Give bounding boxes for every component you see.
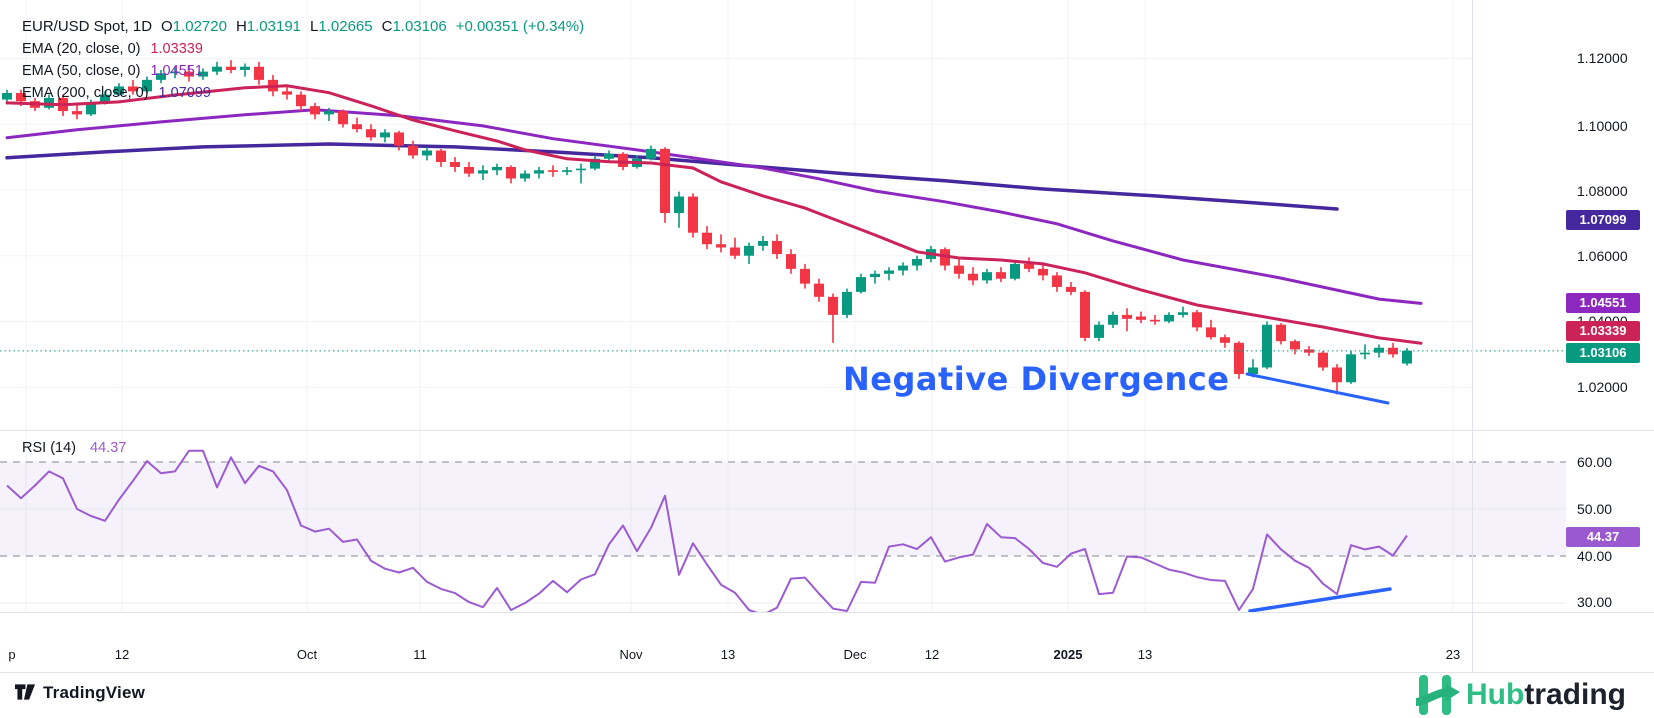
- price-axis-label: 1.12000: [1577, 50, 1628, 66]
- indicator-label: EMA (20, close, 0): [22, 41, 141, 57]
- open-value: 1.02720: [172, 18, 227, 35]
- ema200-line[interactable]: [5, 142, 1339, 211]
- indicator-value: 1.03339: [150, 41, 203, 57]
- close-label: C: [381, 18, 393, 35]
- rsi-axis-label: 50.00: [1577, 501, 1613, 517]
- rsi-bottom-border: [0, 612, 1654, 613]
- high-value: 1.03191: [246, 18, 302, 35]
- time-axis-label: p: [8, 647, 16, 662]
- symbol-title[interactable]: EUR/USD Spot, 1D: [22, 18, 153, 35]
- price-axis-label: 1.06000: [1577, 248, 1628, 264]
- time-axis-label: 13: [720, 647, 736, 662]
- rsi-line[interactable]: [6, 449, 1408, 615]
- indicator-row-ema200[interactable]: EMA (200, close, 0) 1.07099: [22, 82, 584, 104]
- pane-divider[interactable]: [0, 430, 1654, 431]
- time-axis-label: 2025: [1053, 647, 1083, 662]
- hubtrading-logo-text: Hubtrading: [1466, 678, 1626, 712]
- price-axis-label: 1.10000: [1577, 118, 1628, 134]
- time-axis-label: 13: [1137, 647, 1153, 662]
- price-axis-label: 1.02000: [1577, 379, 1628, 395]
- indicator-value: 1.04551: [150, 63, 203, 79]
- time-axis-label: Dec: [843, 647, 867, 662]
- indicator-label: EMA (200, close, 0): [22, 85, 149, 101]
- main-legend: EUR/USD Spot, 1D O1.02720 H1.03191 L1.02665…: [22, 16, 584, 104]
- hub-text-dark: trading: [1524, 678, 1626, 711]
- tradingview-logo-text: TradingView: [43, 682, 146, 702]
- last-price-badge: 1.03106: [1566, 343, 1640, 363]
- grid-horizontal: [0, 58, 1472, 388]
- ema200-value-badge: 1.07099: [1566, 210, 1640, 230]
- time-axis-label: 23: [1445, 647, 1461, 662]
- time-axis-label: Oct: [296, 647, 318, 662]
- ema20-value-badge: 1.03339: [1566, 321, 1640, 341]
- rsi-value: 44.37: [90, 440, 127, 456]
- ema50-line[interactable]: [5, 108, 1423, 305]
- time-axis-label: Nov: [619, 647, 643, 662]
- indicator-row-ema50[interactable]: EMA (50, close, 0) 1.04551: [22, 60, 584, 82]
- negative-divergence-annotation[interactable]: Negative Divergence: [843, 360, 1230, 398]
- tradingview-logo-icon: [14, 684, 36, 700]
- indicator-value: 1.07099: [158, 85, 211, 101]
- indicator-label: EMA (50, close, 0): [22, 63, 141, 79]
- change-value: +0.00351 (+0.34%): [455, 18, 585, 35]
- price-pane[interactable]: [2, 60, 1423, 395]
- rsi-axis-label: 60.00: [1577, 454, 1613, 470]
- rsi-label[interactable]: RSI (14): [22, 440, 76, 456]
- price-axis-label: 1.08000: [1577, 183, 1628, 199]
- rsi-axis-label: 40.00: [1577, 548, 1613, 564]
- hub-text-green: Hub: [1466, 678, 1525, 711]
- price-scale-separator[interactable]: [1472, 0, 1473, 672]
- rsi-value-badge: 44.37: [1566, 527, 1640, 547]
- hubtrading-logo-icon: [1416, 675, 1460, 715]
- rsi-axis-label: 30.00: [1577, 594, 1613, 610]
- time-axis-label: 11: [413, 647, 427, 662]
- rsi-pane[interactable]: [0, 449, 1566, 615]
- hubtrading-logo[interactable]: Hubtrading: [1416, 674, 1626, 716]
- high-label: H: [235, 18, 247, 35]
- symbol-row: EUR/USD Spot, 1D O1.02720 H1.03191 L1.02665…: [22, 16, 584, 38]
- low-label: L: [310, 18, 319, 35]
- candlestick-series[interactable]: [2, 60, 1412, 395]
- open-label: O: [161, 18, 173, 35]
- rsi-divergence-trendline[interactable]: [1248, 587, 1392, 613]
- time-axis-label: 12: [114, 647, 130, 662]
- indicator-row-ema20[interactable]: EMA (20, close, 0) 1.03339: [22, 38, 584, 60]
- price-divergence-trendline[interactable]: [1245, 372, 1390, 405]
- tradingview-attribution[interactable]: TradingView: [14, 682, 145, 703]
- indicator-legend-rows: EMA (20, close, 0) 1.03339 EMA (50, close,…: [22, 38, 584, 104]
- rsi-legend: RSI (14) 44.37: [22, 440, 126, 456]
- time-axis-label: 12: [924, 647, 940, 662]
- ema50-value-badge: 1.04551: [1566, 293, 1640, 313]
- ema20-line[interactable]: [5, 84, 1423, 345]
- low-value: 1.02665: [318, 18, 373, 35]
- footer-separator: [0, 672, 1654, 673]
- close-value: 1.03106: [392, 18, 447, 35]
